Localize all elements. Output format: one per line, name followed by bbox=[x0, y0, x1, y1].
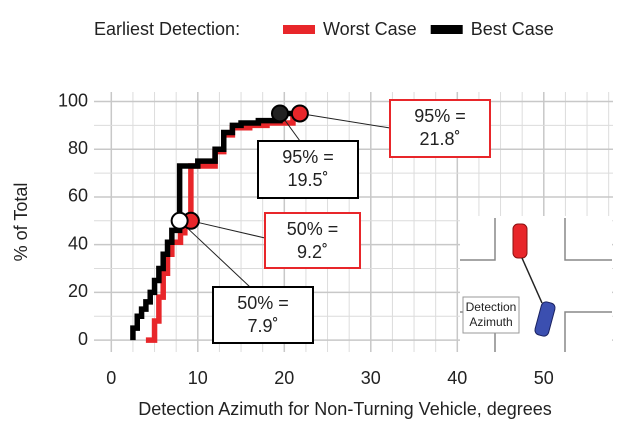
leader-line bbox=[180, 221, 250, 287]
x-tick-label: 40 bbox=[447, 368, 467, 388]
annotation-text: 50% = bbox=[237, 293, 289, 313]
y-axis-label: % of Total bbox=[11, 183, 31, 262]
y-tick-label: 0 bbox=[78, 329, 88, 349]
y-tick-label: 80 bbox=[68, 138, 88, 158]
annotation-text: 95% = bbox=[414, 106, 466, 126]
x-tick-label: 20 bbox=[274, 368, 294, 388]
annotation-text: 9.2˚ bbox=[297, 242, 328, 262]
x-tick-label: 50 bbox=[534, 368, 554, 388]
annotation-text: 7.9˚ bbox=[247, 316, 278, 336]
marker bbox=[272, 105, 288, 121]
legend-swatch bbox=[431, 25, 463, 34]
x-tick-label: 0 bbox=[106, 368, 116, 388]
annotation-text: 95% = bbox=[282, 147, 334, 167]
annotation-text: 19.5˚ bbox=[287, 170, 328, 190]
x-tick-label: 10 bbox=[188, 368, 208, 388]
marker bbox=[172, 213, 188, 229]
x-tick-label: 30 bbox=[361, 368, 381, 388]
inset-label: Azimuth bbox=[469, 315, 512, 329]
y-tick-label: 40 bbox=[68, 233, 88, 253]
legend-swatch bbox=[283, 25, 315, 34]
y-tick-label: 100 bbox=[58, 90, 88, 110]
inset-label: Detection bbox=[466, 300, 517, 314]
annotation-text: 21.8˚ bbox=[419, 129, 460, 149]
y-tick-label: 60 bbox=[68, 186, 88, 206]
y-tick-label: 20 bbox=[68, 281, 88, 301]
annotation-text: 50% = bbox=[287, 219, 339, 239]
chart: % of Total Detection Azimuth for Non-Tur… bbox=[0, 0, 619, 421]
x-axis-label: Detection Azimuth for Non-Turning Vehicl… bbox=[138, 399, 552, 419]
legend-label: Worst Case bbox=[323, 19, 417, 39]
legend-label: Best Case bbox=[471, 19, 554, 39]
leader-line bbox=[191, 221, 265, 238]
legend-title: Earliest Detection: bbox=[94, 19, 240, 39]
marker bbox=[292, 105, 308, 121]
red-car bbox=[513, 224, 527, 258]
